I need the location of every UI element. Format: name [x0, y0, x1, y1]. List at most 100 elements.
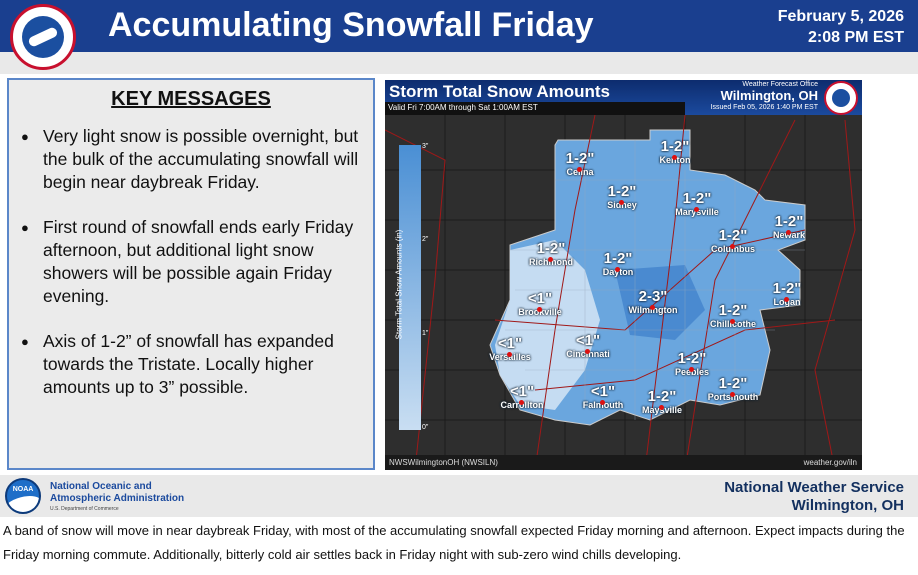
noaa-line2: Atmospheric Administration	[50, 493, 185, 504]
valid-period: Valid Fri 7:00AM through Sat 1:00AM EST	[385, 102, 685, 115]
location-label: 1-2" Peebles	[675, 350, 709, 377]
location-label: 1-2" Marysville	[675, 190, 719, 217]
city-marker	[537, 307, 542, 312]
key-message: First round of snowfall ends early Frida…	[21, 216, 363, 308]
city-name: Peebles	[674, 367, 710, 377]
office-label: Weather Forecast Office	[742, 81, 818, 88]
location-label: <1" Falmouth	[583, 383, 624, 410]
nws-line2: Wilmington, OH	[791, 497, 904, 514]
snow-amount: 1-2"	[603, 250, 633, 267]
city-name: Newark	[772, 230, 806, 240]
city-name: Brookville	[518, 307, 562, 317]
snow-amount: 1-2"	[647, 388, 677, 405]
nws-logo-icon	[10, 4, 76, 70]
city-name: Maysville	[641, 405, 683, 415]
key-messages-heading: KEY MESSAGES	[111, 88, 271, 110]
key-message: Very light snow is possible overnight, b…	[21, 125, 363, 194]
legend-colorbar	[399, 145, 421, 430]
snow-amount: 1-2"	[774, 213, 804, 230]
city-name: Carrollton	[500, 400, 544, 410]
city-name: Sidney	[607, 200, 637, 210]
location-label: <1" Versailles	[489, 335, 531, 362]
nws-logo-icon	[824, 81, 858, 115]
city-marker	[784, 297, 789, 302]
office-name: Wilmington, OH	[720, 88, 818, 103]
header-bar: Accumulating Snowfall Friday February 5,…	[0, 0, 918, 52]
city-marker	[659, 405, 664, 410]
noaa-logo-icon: NOAA	[5, 478, 41, 514]
city-marker	[585, 349, 590, 354]
header-strip	[0, 52, 918, 74]
nws-office: National Weather Service Wilmington, OH	[724, 479, 904, 515]
city-name: Marysville	[675, 207, 719, 217]
location-label: 1-2" Richmond	[529, 240, 573, 267]
map-title: Storm Total Snow Amounts	[389, 82, 610, 101]
city-marker	[786, 230, 791, 235]
city-marker	[672, 155, 677, 160]
city-name: Versailles	[489, 352, 531, 362]
city-name: Celina	[566, 167, 594, 177]
city-name: Logan	[773, 297, 801, 307]
city-name: Cincinnati	[566, 349, 610, 359]
map-footer-url: weather.gov/iln	[803, 458, 857, 467]
city-name: Falmouth	[582, 400, 624, 410]
city-name: Wilmington	[628, 305, 678, 315]
location-label: 1-2" Dayton	[603, 250, 634, 277]
map-footer-handle: NWSWilmingtonOH (NWSILN)	[389, 458, 498, 467]
legend-tick: 0"	[422, 424, 429, 431]
city-marker	[548, 257, 553, 262]
snow-amount: 1-2"	[536, 240, 566, 257]
city-marker	[730, 319, 735, 324]
issued-time: Issued Feb 05, 2026 1:40 PM EST	[710, 104, 818, 111]
noaa-name: National Oceanic and Atmospheric Adminis…	[50, 481, 184, 505]
snow-amount: <1"	[509, 383, 535, 400]
location-label: 2-3" Wilmington	[629, 288, 678, 315]
caption: A band of snow will move in near daybrea…	[3, 523, 905, 562]
noaa-line1: National Oceanic and	[50, 481, 152, 492]
snow-amount: <1"	[575, 332, 601, 349]
city-marker	[507, 352, 512, 357]
legend-tick: 3"	[422, 143, 429, 150]
snow-amount: 2-3"	[638, 288, 668, 305]
location-label: 1-2" Celina	[566, 150, 595, 177]
key-messages-panel: KEY MESSAGES Very light snow is possible…	[7, 78, 375, 470]
date: February 5, 2026	[777, 8, 904, 25]
city-name: Richmond	[529, 257, 573, 267]
snow-amount: <1"	[497, 335, 523, 352]
city-name: Dayton	[602, 267, 634, 277]
noaa-department: U.S. Department of Commerce	[50, 506, 119, 512]
map-footer: NWSWilmingtonOH (NWSILN) weather.gov/iln	[385, 455, 862, 470]
legend-tick: 2"	[422, 236, 429, 243]
issued-datetime: February 5, 2026 2:08 PM EST	[778, 6, 904, 48]
snow-amount: <1"	[590, 383, 616, 400]
snow-amount: 1-2"	[607, 183, 637, 200]
city-name: Portsmouth	[707, 392, 759, 402]
snow-amount: 1-2"	[565, 150, 595, 167]
city-marker	[730, 392, 735, 397]
city-marker	[689, 367, 694, 372]
footer-bar: NOAA National Oceanic and Atmospheric Ad…	[0, 475, 918, 517]
city-marker	[519, 400, 524, 405]
city-name: Kenton	[659, 155, 691, 165]
time: 2:08 PM EST	[807, 29, 904, 46]
location-label: 1-2" Logan	[773, 280, 802, 307]
snow-amount: 1-2"	[660, 138, 690, 155]
snow-amount: 1-2"	[718, 302, 748, 319]
location-label: <1" Carrollton	[500, 383, 543, 410]
legend-title: Storm Total Snow Amounts (in)	[394, 229, 404, 340]
snow-amount: 1-2"	[718, 227, 748, 244]
noaa-logo-wave	[7, 492, 39, 512]
snow-amount: 1-2"	[682, 190, 712, 207]
snow-amount: 1-2"	[772, 280, 802, 297]
key-message: Axis of 1-2” of snowfall has expanded to…	[21, 330, 363, 399]
city-marker	[730, 244, 735, 249]
city-marker	[600, 400, 605, 405]
snow-amount: 1-2"	[718, 375, 748, 392]
location-label: 1-2" Sidney	[607, 183, 637, 210]
city-marker	[619, 200, 624, 205]
location-label: 1-2" Columbus	[711, 227, 755, 254]
location-label: 1-2" Chillicothe	[710, 302, 756, 329]
noaa-logo-text: NOAA	[12, 486, 34, 493]
location-label: <1" Cincinnati	[566, 332, 610, 359]
legend-tick: 1"	[422, 330, 429, 337]
